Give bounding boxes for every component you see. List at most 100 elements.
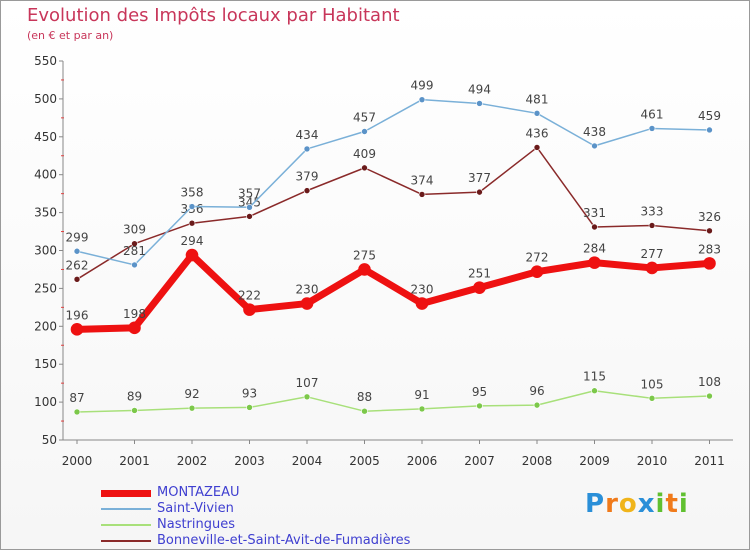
data-label: 283	[698, 242, 721, 256]
data-label: 96	[529, 384, 544, 398]
data-point	[188, 404, 196, 412]
data-label: 277	[641, 247, 664, 261]
data-point	[703, 257, 716, 270]
x-tick-label: 2007	[464, 454, 495, 468]
x-tick-label: 2000	[62, 454, 93, 468]
data-point	[70, 323, 84, 336]
data-label: 326	[698, 210, 721, 224]
data-point	[303, 187, 311, 194]
data-label: 93	[242, 386, 257, 400]
chart-title: Evolution des Impôts locaux par Habitant	[27, 5, 400, 26]
data-point	[246, 213, 253, 220]
legend-swatch	[101, 524, 151, 526]
x-tick-label: 2011	[694, 454, 725, 468]
data-point	[588, 256, 601, 269]
x-tick-label: 2001	[119, 454, 150, 468]
data-label: 459	[698, 109, 721, 123]
data-label: 230	[296, 283, 319, 297]
data-point	[530, 265, 544, 279]
data-label: 434	[296, 128, 319, 142]
data-point	[533, 401, 541, 409]
series-line-0	[76, 251, 710, 333]
x-tick-label: 2004	[292, 454, 323, 468]
data-point	[131, 240, 138, 247]
data-label: 198	[123, 307, 146, 321]
data-label: 374	[411, 173, 434, 187]
data-label: 272	[526, 251, 549, 265]
data-label: 457	[353, 110, 376, 124]
data-point	[415, 297, 429, 310]
data-label: 379	[296, 170, 319, 184]
data-label: 87	[69, 391, 84, 405]
series-line-2	[76, 389, 710, 413]
data-point	[418, 191, 426, 198]
data-label: 294	[181, 234, 204, 248]
y-tick-label: 550	[34, 54, 57, 68]
data-label: 222	[238, 289, 261, 303]
legend-label: Saint-Vivien	[157, 501, 234, 516]
series-line-3	[76, 146, 710, 280]
logo-letter: i	[678, 489, 689, 519]
data-point	[188, 203, 196, 210]
logo-letter: r	[605, 489, 619, 519]
data-label: 333	[641, 204, 664, 218]
data-label: 438	[583, 125, 606, 139]
data-label: 345	[238, 195, 261, 209]
data-label: 196	[66, 308, 89, 322]
y-tick-label: 150	[34, 357, 57, 371]
data-label: 95	[472, 385, 487, 399]
y-tick-label: 500	[34, 92, 57, 106]
logo-letter: o	[618, 489, 638, 519]
data-label: 436	[526, 126, 549, 140]
y-tick-label: 100	[34, 395, 57, 409]
data-point	[131, 407, 138, 414]
series-line-1	[76, 98, 710, 266]
data-point	[361, 128, 368, 135]
data-label: 275	[353, 248, 376, 262]
data-label: 284	[583, 242, 606, 256]
data-point	[476, 188, 483, 196]
data-label: 299	[66, 230, 89, 244]
data-point	[418, 405, 426, 413]
data-point	[246, 203, 253, 211]
data-label: 91	[414, 388, 429, 402]
data-point	[533, 144, 541, 151]
data-label: 107	[296, 376, 319, 390]
legend-swatch	[101, 508, 151, 510]
data-label: 377	[468, 171, 491, 185]
data-point	[645, 261, 659, 275]
data-point	[591, 387, 598, 395]
data-label: 358	[181, 186, 204, 200]
legend-swatch	[101, 489, 151, 497]
data-label: 409	[353, 147, 376, 161]
data-point	[300, 297, 314, 310]
data-point	[73, 408, 81, 416]
data-point	[533, 110, 541, 117]
data-point	[706, 126, 713, 134]
data-point	[246, 404, 253, 411]
data-point	[128, 321, 141, 335]
logo-letter: P	[585, 489, 606, 519]
data-point	[648, 222, 656, 229]
x-tick-label: 2010	[637, 454, 668, 468]
y-tick-label: 350	[34, 206, 57, 220]
data-point	[476, 100, 483, 107]
y-tick-label: 50	[42, 433, 57, 447]
data-point	[591, 142, 598, 150]
x-tick-label: 2003	[234, 454, 265, 468]
data-label: 88	[357, 390, 372, 404]
x-tick-label: 2002	[177, 454, 208, 468]
data-point	[131, 261, 138, 269]
data-point	[185, 248, 199, 262]
data-label: 494	[468, 82, 491, 96]
data-point	[303, 393, 311, 401]
data-label: 461	[641, 107, 664, 121]
x-tick-label: 2008	[522, 454, 553, 468]
legend-label: Nastringues	[157, 517, 236, 532]
data-label: 230	[411, 283, 434, 297]
data-label: 105	[641, 377, 664, 391]
data-label: 89	[127, 389, 142, 403]
data-point	[648, 125, 656, 132]
x-tick-label: 2005	[349, 454, 380, 468]
